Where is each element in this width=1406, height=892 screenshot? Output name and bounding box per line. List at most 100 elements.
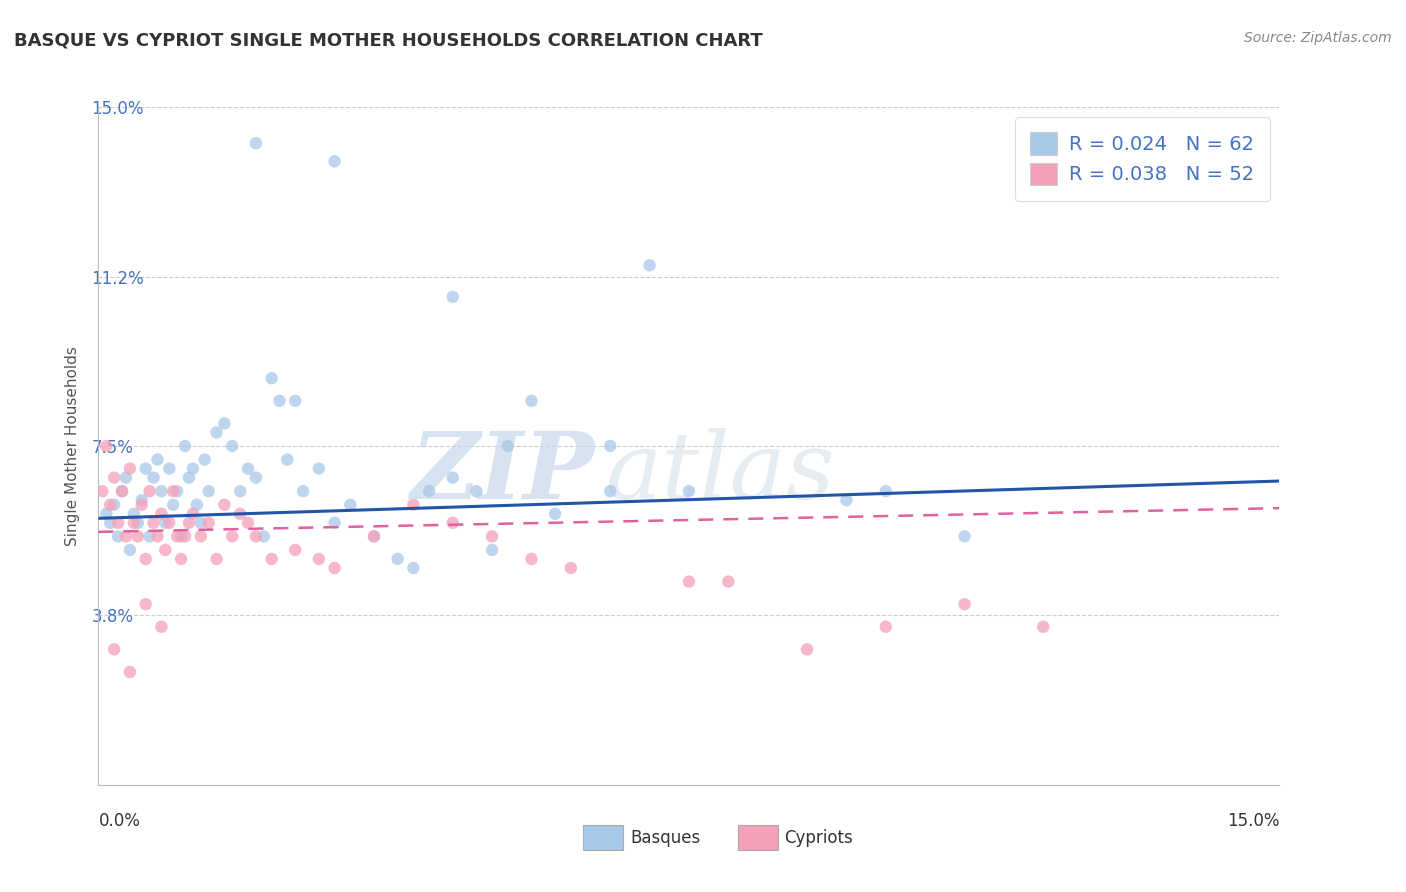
Point xyxy=(135,461,157,475)
Point xyxy=(560,561,582,575)
Point xyxy=(127,516,149,530)
Point xyxy=(122,516,145,530)
Point xyxy=(194,452,217,467)
Point xyxy=(174,529,197,543)
Point xyxy=(181,461,204,475)
Point xyxy=(236,516,259,530)
Point xyxy=(1032,620,1054,634)
Point xyxy=(107,516,129,530)
Point xyxy=(146,452,169,467)
Point xyxy=(221,529,243,543)
Point xyxy=(127,529,149,543)
Point xyxy=(292,484,315,499)
Point xyxy=(323,154,346,169)
Point xyxy=(107,529,129,543)
Point xyxy=(308,461,330,475)
Point xyxy=(135,552,157,566)
Point xyxy=(638,258,661,272)
Point xyxy=(441,290,464,304)
Point xyxy=(122,507,145,521)
Point xyxy=(118,665,141,679)
Point xyxy=(875,484,897,499)
Point xyxy=(214,417,236,431)
Point xyxy=(363,529,385,543)
Point xyxy=(323,516,346,530)
Text: Cypriots: Cypriots xyxy=(785,829,853,847)
Point xyxy=(323,561,346,575)
Point xyxy=(177,516,200,530)
Point xyxy=(245,470,267,484)
Point xyxy=(150,484,173,499)
Point xyxy=(221,439,243,453)
Point xyxy=(481,529,503,543)
Text: BASQUE VS CYPRIOT SINGLE MOTHER HOUSEHOLDS CORRELATION CHART: BASQUE VS CYPRIOT SINGLE MOTHER HOUSEHOL… xyxy=(14,31,763,49)
Point xyxy=(138,484,160,499)
Point xyxy=(260,371,283,385)
Point xyxy=(190,516,212,530)
Point xyxy=(953,597,976,611)
Point xyxy=(214,498,236,512)
Point xyxy=(599,439,621,453)
Point xyxy=(118,461,141,475)
Point xyxy=(142,516,165,530)
Point xyxy=(363,529,385,543)
Point xyxy=(135,597,157,611)
Point xyxy=(142,470,165,484)
Point xyxy=(190,529,212,543)
Point xyxy=(678,574,700,589)
Point xyxy=(157,461,180,475)
Point xyxy=(111,484,134,499)
Point xyxy=(796,642,818,657)
Y-axis label: Single Mother Households: Single Mother Households xyxy=(65,346,80,546)
Point xyxy=(441,516,464,530)
Point xyxy=(181,507,204,521)
Point xyxy=(465,484,488,499)
Point xyxy=(245,136,267,151)
Point xyxy=(418,484,440,499)
Point xyxy=(520,552,543,566)
Point xyxy=(103,470,125,484)
Point xyxy=(253,529,276,543)
Point xyxy=(284,543,307,558)
Point xyxy=(103,498,125,512)
Point xyxy=(162,484,184,499)
Point xyxy=(146,529,169,543)
Point xyxy=(269,393,291,408)
Point xyxy=(678,484,700,499)
Point xyxy=(115,470,138,484)
Point xyxy=(229,484,252,499)
Point xyxy=(284,393,307,408)
Point xyxy=(96,439,118,453)
Point xyxy=(481,543,503,558)
Text: Source: ZipAtlas.com: Source: ZipAtlas.com xyxy=(1244,31,1392,45)
Point xyxy=(236,461,259,475)
Point xyxy=(131,493,153,508)
Point xyxy=(520,393,543,408)
Point xyxy=(402,498,425,512)
Point xyxy=(115,529,138,543)
Point xyxy=(205,552,228,566)
Text: 15.0%: 15.0% xyxy=(1227,812,1279,830)
Text: 0.0%: 0.0% xyxy=(98,812,141,830)
Point xyxy=(835,493,858,508)
Point xyxy=(98,516,121,530)
Point xyxy=(155,516,177,530)
Point xyxy=(599,484,621,499)
Point xyxy=(197,516,219,530)
Point xyxy=(174,439,197,453)
Point xyxy=(162,498,184,512)
Legend: R = 0.024   N = 62, R = 0.038   N = 52: R = 0.024 N = 62, R = 0.038 N = 52 xyxy=(1015,117,1270,201)
Point xyxy=(197,484,219,499)
Point xyxy=(166,484,188,499)
Point xyxy=(496,439,519,453)
Point xyxy=(402,561,425,575)
Point xyxy=(118,543,141,558)
Point xyxy=(544,507,567,521)
Point xyxy=(308,552,330,566)
Point xyxy=(98,498,121,512)
Text: ZIP: ZIP xyxy=(411,428,595,518)
Text: atlas: atlas xyxy=(606,428,835,518)
Point xyxy=(96,507,118,521)
Point xyxy=(276,452,298,467)
Point xyxy=(150,620,173,634)
